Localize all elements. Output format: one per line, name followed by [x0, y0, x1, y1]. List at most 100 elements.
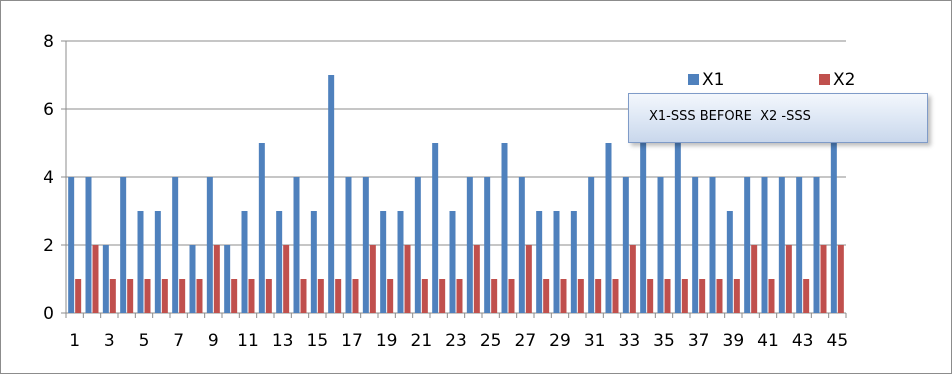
x-tick-label: 27 [515, 331, 537, 351]
bar-x1-29 [553, 211, 560, 313]
bar-x2-15 [317, 279, 324, 313]
bar-x1-3 [102, 245, 109, 313]
x-tick-label: 39 [723, 331, 745, 351]
x-tick-label: 25 [480, 331, 502, 351]
y-tick-label: 4 [43, 168, 54, 188]
annotation-text: X1-SSS BEFORE X2 -SSS [649, 109, 811, 124]
bar-x2-33 [629, 245, 636, 313]
bar-x1-33 [622, 177, 629, 313]
bar-x2-17 [352, 279, 359, 313]
bar-x2-10 [231, 279, 238, 313]
bar-x2-25 [491, 279, 498, 313]
bar-x1-25 [484, 177, 491, 313]
x-tick-label: 5 [139, 331, 150, 351]
gridlines [66, 40, 846, 246]
bar-x2-23 [456, 279, 463, 313]
x-tick-label: 43 [792, 331, 814, 351]
x-tick-label: 1 [69, 331, 80, 351]
bar-x1-42 [778, 177, 785, 313]
x-tick-label: 3 [104, 331, 115, 351]
legend-swatch-x2 [819, 74, 830, 85]
bar-x1-31 [588, 177, 595, 313]
bar-x1-43 [796, 177, 803, 313]
legend-label-x2: X2 [833, 70, 855, 90]
bar-x2-26 [508, 279, 515, 313]
bar-x2-21 [421, 279, 428, 313]
bar-x1-26 [501, 143, 508, 313]
bar-x2-4 [127, 279, 134, 313]
bar-x1-17 [345, 177, 352, 313]
bar-x1-35 [657, 177, 664, 313]
bar-x1-7 [172, 177, 179, 313]
bar-x1-11 [241, 211, 248, 313]
bar-x1-5 [137, 211, 144, 313]
y-tick-label: 0 [43, 304, 54, 324]
bar-x2-43 [803, 279, 810, 313]
bar-x2-27 [525, 245, 532, 313]
x-tick-label: 29 [549, 331, 571, 351]
legend: X1 X2 [688, 70, 855, 90]
bar-x1-23 [449, 211, 456, 313]
x-tick-label: 31 [584, 331, 606, 351]
bar-x1-12 [258, 143, 265, 313]
bar-x1-1 [68, 177, 75, 313]
bar-x1-45 [830, 143, 837, 313]
x-tick-label: 37 [688, 331, 710, 351]
bar-x2-1 [75, 279, 82, 313]
bar-x1-44 [813, 177, 820, 313]
bar-x2-11 [248, 279, 255, 313]
bar-x2-40 [751, 245, 758, 313]
bar-x2-38 [716, 279, 723, 313]
bar-x2-39 [733, 279, 740, 313]
bar-x2-42 [785, 245, 792, 313]
bar-x1-4 [120, 177, 127, 313]
bar-x1-15 [310, 211, 317, 313]
bar-x1-9 [206, 177, 213, 313]
bar-x2-30 [577, 279, 584, 313]
bar-x1-22 [432, 143, 439, 313]
bar-x1-34 [640, 143, 647, 313]
bar-x2-5 [144, 279, 151, 313]
y-tick-label: 6 [43, 100, 54, 120]
bar-x1-10 [224, 245, 231, 313]
bar-x1-41 [761, 177, 768, 313]
x-tick-label: 21 [411, 331, 433, 351]
y-tick-label: 8 [43, 32, 54, 52]
bar-x1-19 [380, 211, 387, 313]
bar-x2-12 [265, 279, 272, 313]
bar-x1-8 [189, 245, 196, 313]
x-tick-label: 17 [341, 331, 363, 351]
bar-x1-30 [570, 211, 577, 313]
bar-x2-7 [179, 279, 186, 313]
bar-x1-40 [744, 177, 751, 313]
bar-x1-32 [605, 143, 612, 313]
x-tick-label: 9 [208, 331, 219, 351]
bar-x1-16 [328, 75, 335, 313]
bar-x2-3 [109, 279, 116, 313]
bar-x2-9 [213, 245, 220, 313]
bar-x1-14 [293, 177, 300, 313]
bar-x2-29 [560, 279, 567, 313]
x-tick-label: 7 [173, 331, 184, 351]
legend-label-x1: X1 [702, 70, 724, 90]
x-tick-label: 23 [445, 331, 467, 351]
bars [68, 75, 844, 313]
bar-x2-14 [300, 279, 307, 313]
annotation-box: X1-SSS BEFORE X2 -SSS [628, 93, 928, 143]
bar-x2-35 [664, 279, 671, 313]
x-tick-label: 15 [307, 331, 329, 351]
bar-x1-21 [414, 177, 421, 313]
bar-x2-16 [335, 279, 342, 313]
bar-x2-24 [473, 245, 480, 313]
bar-x2-32 [612, 279, 619, 313]
bar-x2-20 [404, 245, 411, 313]
x-tick-label: 19 [376, 331, 398, 351]
x-tick-label: 35 [653, 331, 675, 351]
bar-x2-22 [439, 279, 446, 313]
bar-x2-44 [820, 245, 827, 313]
bar-x1-36 [674, 143, 681, 313]
bar-x2-45 [837, 245, 844, 313]
